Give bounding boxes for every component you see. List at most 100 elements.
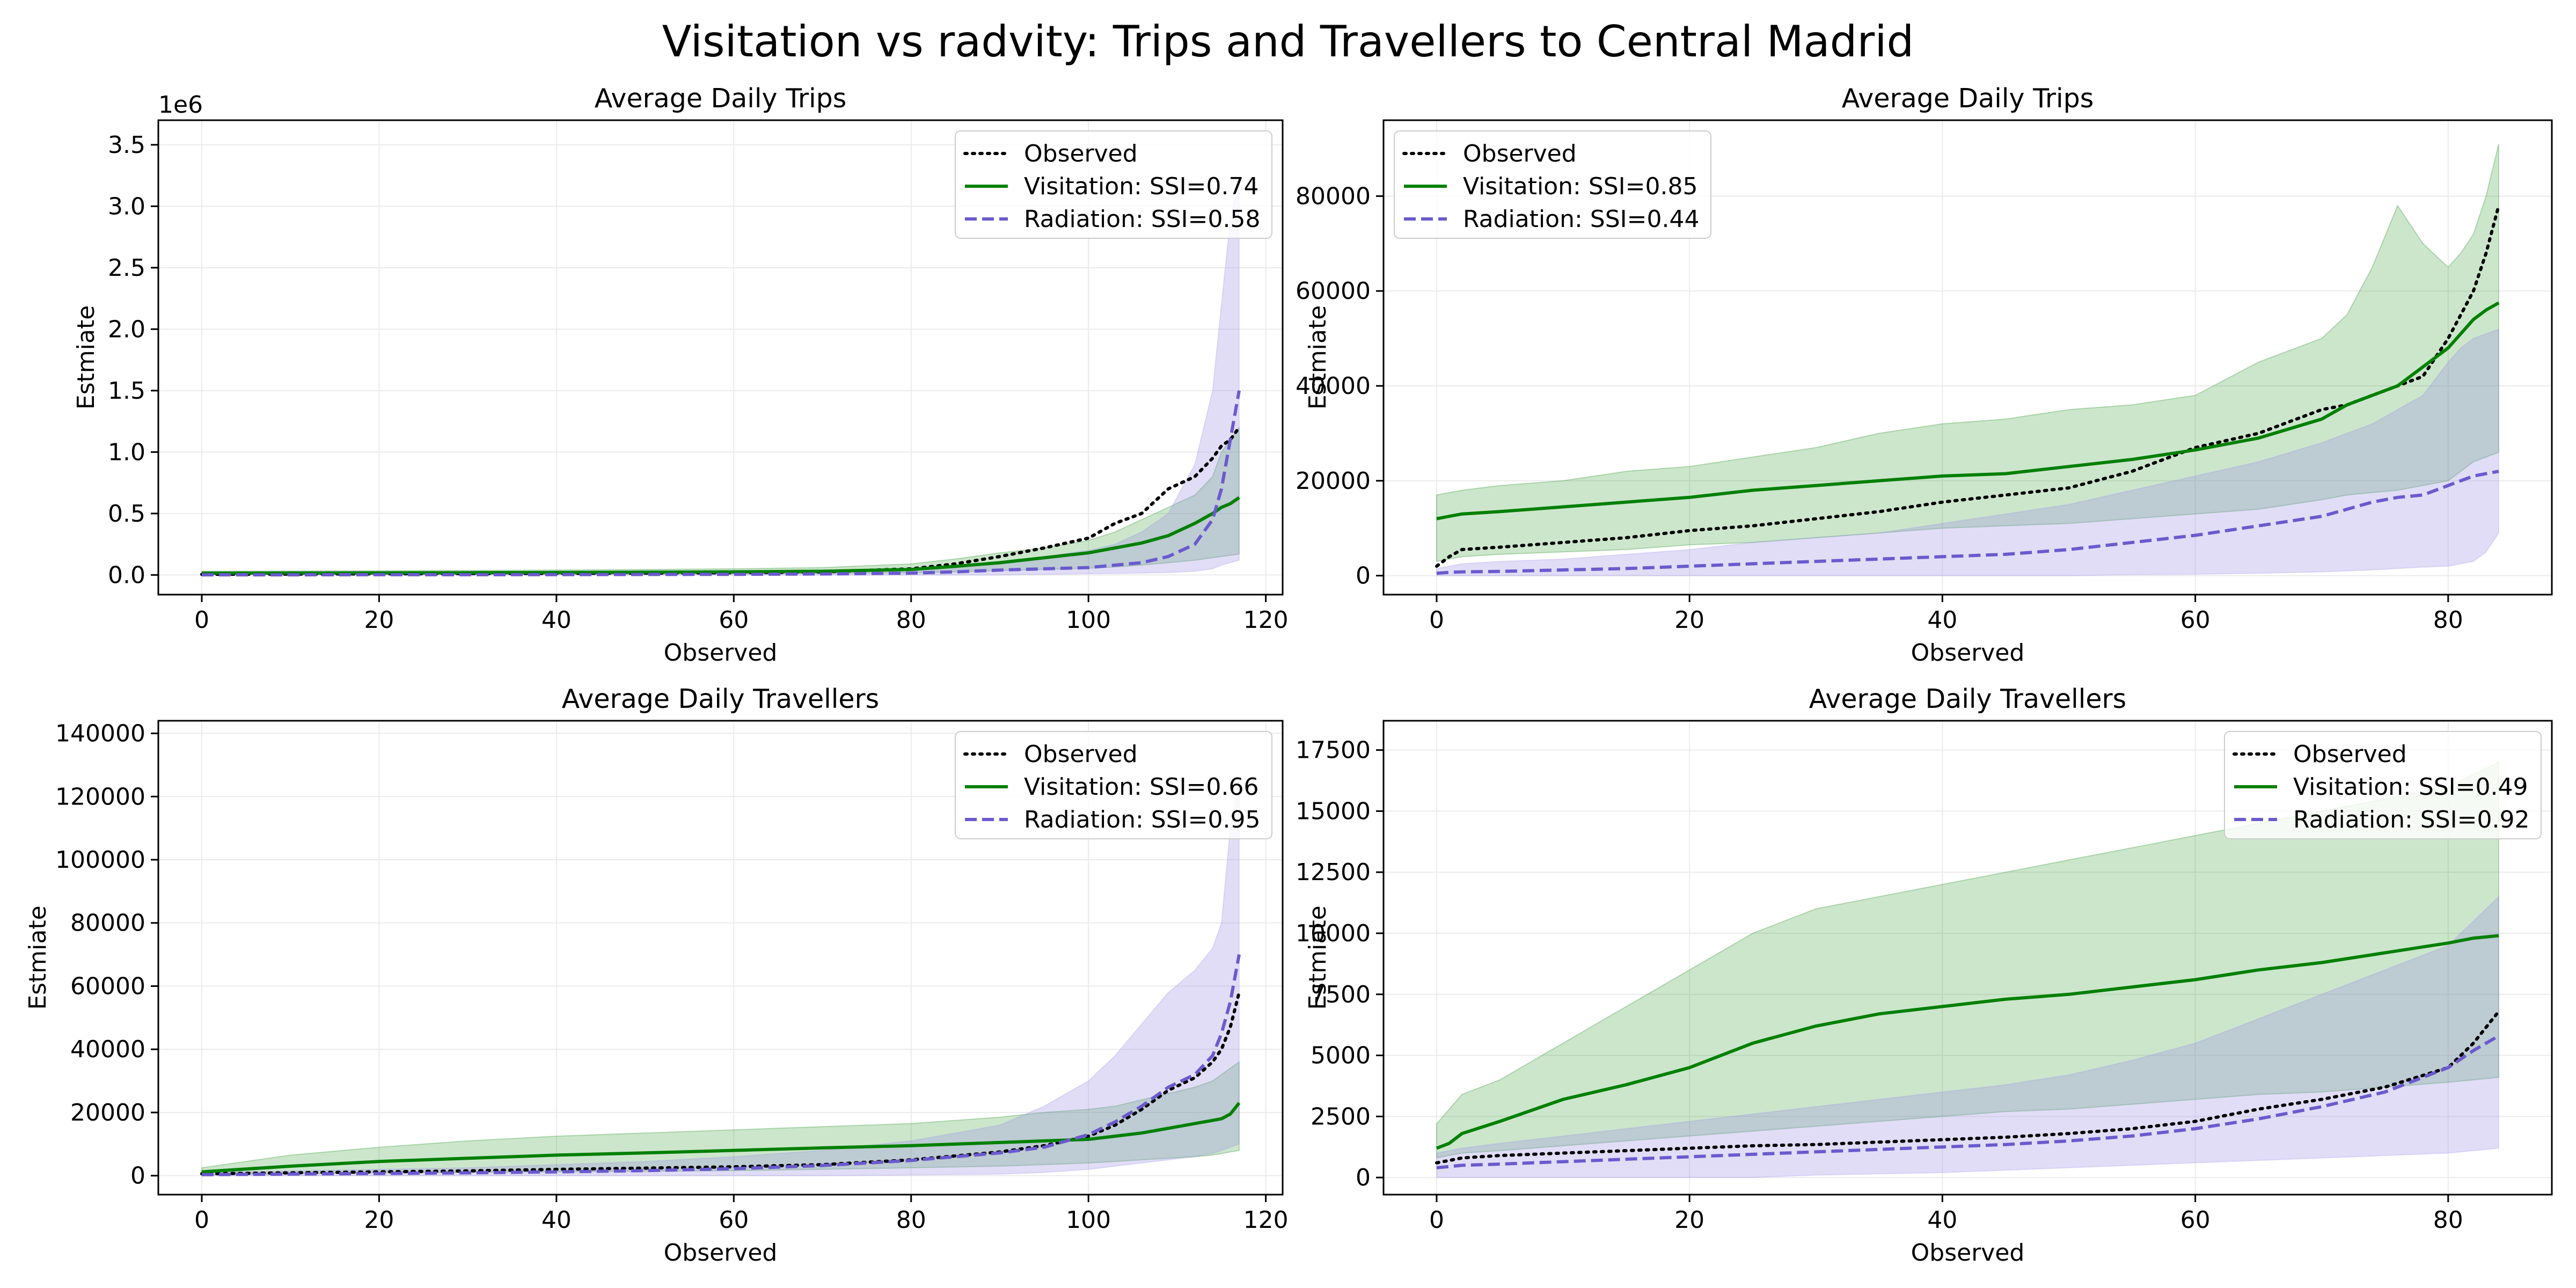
observed-line [200,991,1241,1176]
x-tick-label: 20 [364,606,394,634]
x-tick-label: 0 [194,1206,209,1234]
radiation-confidence-band [1436,895,2499,1179]
chart-title: Average Daily Travellers [1809,684,2126,714]
legend-label: Visitation: SSI=0.85 [1463,173,1698,200]
visitation-line [1436,934,2499,1150]
y-tick-label: 2.0 [108,316,145,343]
x-axis-label: Observed [664,639,778,667]
chart-panel-3: 0 20 40 60 80 100 120 0 20000 40000 60000 80000 1000… [24,684,1289,1267]
y-tick-label: 17500 [1296,737,1371,764]
legend-box [955,130,1272,239]
x-axis-label: Observed [664,1239,778,1267]
y-tick-label: 0.5 [108,500,145,528]
legend-box [1394,130,1711,239]
chart-title: Average Daily Trips [1842,83,2094,114]
x-tick-label: 40 [1927,1206,1957,1234]
y-tick-label: 15000 [1296,797,1371,825]
y-tick-label: 80000 [70,910,145,937]
legend-label: Radiation: SSI=0.44 [1463,206,1699,233]
y-tick-label: 20000 [1296,467,1371,495]
y-axis-label: Estmiate [24,905,52,1009]
chart-panels: 0 20 40 60 80 100 120 0.0 0.5 1.0 1.5 2.0 2.5 3.0 3.5 1… [24,83,2553,1267]
x-axis-label: Observed [1911,639,2025,667]
y-tick-label: 2.5 [108,254,145,282]
plot-area [1435,143,2500,576]
radiation-line [1436,470,2499,575]
legend-label: Observed [1463,140,1577,167]
x-tick-label: 100 [1066,606,1111,634]
y-tick-label: 0.0 [108,561,145,589]
y-tick-label: 100000 [55,846,145,874]
x-tick-label: 20 [1674,1206,1704,1234]
plot-area [200,181,1241,577]
legend: Observed Visitation: SSI=0.74 Radiation: S… [955,130,1272,239]
y-axis-label: Estmiate [72,305,100,409]
plot-area [200,780,1241,1176]
y-tick-label: 0 [1356,1164,1371,1191]
axes-frame [157,119,1284,596]
legend-box [955,731,1272,839]
observed-line [1435,204,2500,568]
x-tick-label: 20 [364,1206,394,1234]
y-tick-label: 1.0 [108,438,145,466]
y-tick-label: 5000 [1311,1042,1371,1070]
y-tick-label: 60000 [1296,277,1371,305]
y-axis-label: Estmiate [1304,905,1331,1009]
radiation-confidence-band [1436,328,2499,576]
legend-box [2224,731,2542,839]
x-tick-label: 120 [1243,606,1289,634]
y-tick-label: 7500 [1311,981,1371,1008]
chart-title: Average Daily Travellers [562,684,879,714]
y-tick-label: 80000 [1296,182,1371,210]
x-tick-label: 0 [1429,1206,1444,1234]
y-tick-label: 60000 [70,972,145,1000]
x-tick-label: 100 [1066,1206,1111,1234]
x-tick-label: 120 [1243,1206,1289,1234]
visitation-confidence-band [1436,761,2499,1159]
x-tick-label: 60 [2180,1206,2211,1234]
y-tick-label: 0 [1356,562,1371,590]
y-axis-offset-text: 1e6 [158,91,203,119]
legend: Observed Visitation: SSI=0.85 Radiation: S… [1394,130,1711,239]
visitation-line [1436,301,2500,521]
x-tick-label: 80 [2433,1206,2463,1234]
visitation-confidence-band [1436,143,2499,562]
y-tick-label: 140000 [55,720,145,748]
y-axis-label: Estmiate [1304,305,1331,409]
radiation-confidence-band [201,780,1240,1176]
x-tick-label: 40 [541,606,572,634]
y-tick-label: 3.5 [108,131,145,159]
y-tick-label: 1.5 [108,377,145,405]
radiation-line [1436,1034,2500,1169]
axes-frame [1382,119,2553,596]
axes-frame [1382,720,2553,1196]
legend-label: Radiation: SSI=0.95 [1024,806,1260,833]
y-tick-label: 120000 [55,783,145,810]
observed-line [1435,1009,2500,1165]
radiation-line [202,390,1241,577]
x-tick-label: 40 [1927,606,1957,634]
visitation-line [201,1102,1241,1174]
axes-frame [157,720,1284,1196]
y-tick-label: 10000 [1296,920,1371,947]
legend: Observed Visitation: SSI=0.49 Radiation: S… [2224,731,2542,839]
y-tick-label: 20000 [70,1099,145,1126]
chart-title: Average Daily Trips [595,83,846,114]
legend-label: Observed [1024,140,1138,167]
legend-label: Visitation: SSI=0.49 [2293,773,2528,801]
x-axis-label: Observed [1911,1239,2025,1267]
chart-panel-2: 0 20 40 60 80 0 20000 40000 60000 80000 Average Da… [1296,83,2553,667]
legend-label: Radiation: SSI=0.92 [2293,806,2529,833]
visitation-line [201,496,1240,575]
x-tick-label: 0 [194,606,209,634]
x-tick-label: 60 [2180,606,2211,634]
y-tick-label: 0 [130,1162,145,1190]
x-tick-label: 0 [1429,606,1444,634]
y-tick-label: 12500 [1296,859,1371,886]
y-tick-label: 2500 [1311,1103,1371,1130]
legend-label: Observed [1024,741,1138,768]
x-tick-label: 60 [719,1206,749,1234]
x-tick-label: 40 [541,1206,572,1234]
